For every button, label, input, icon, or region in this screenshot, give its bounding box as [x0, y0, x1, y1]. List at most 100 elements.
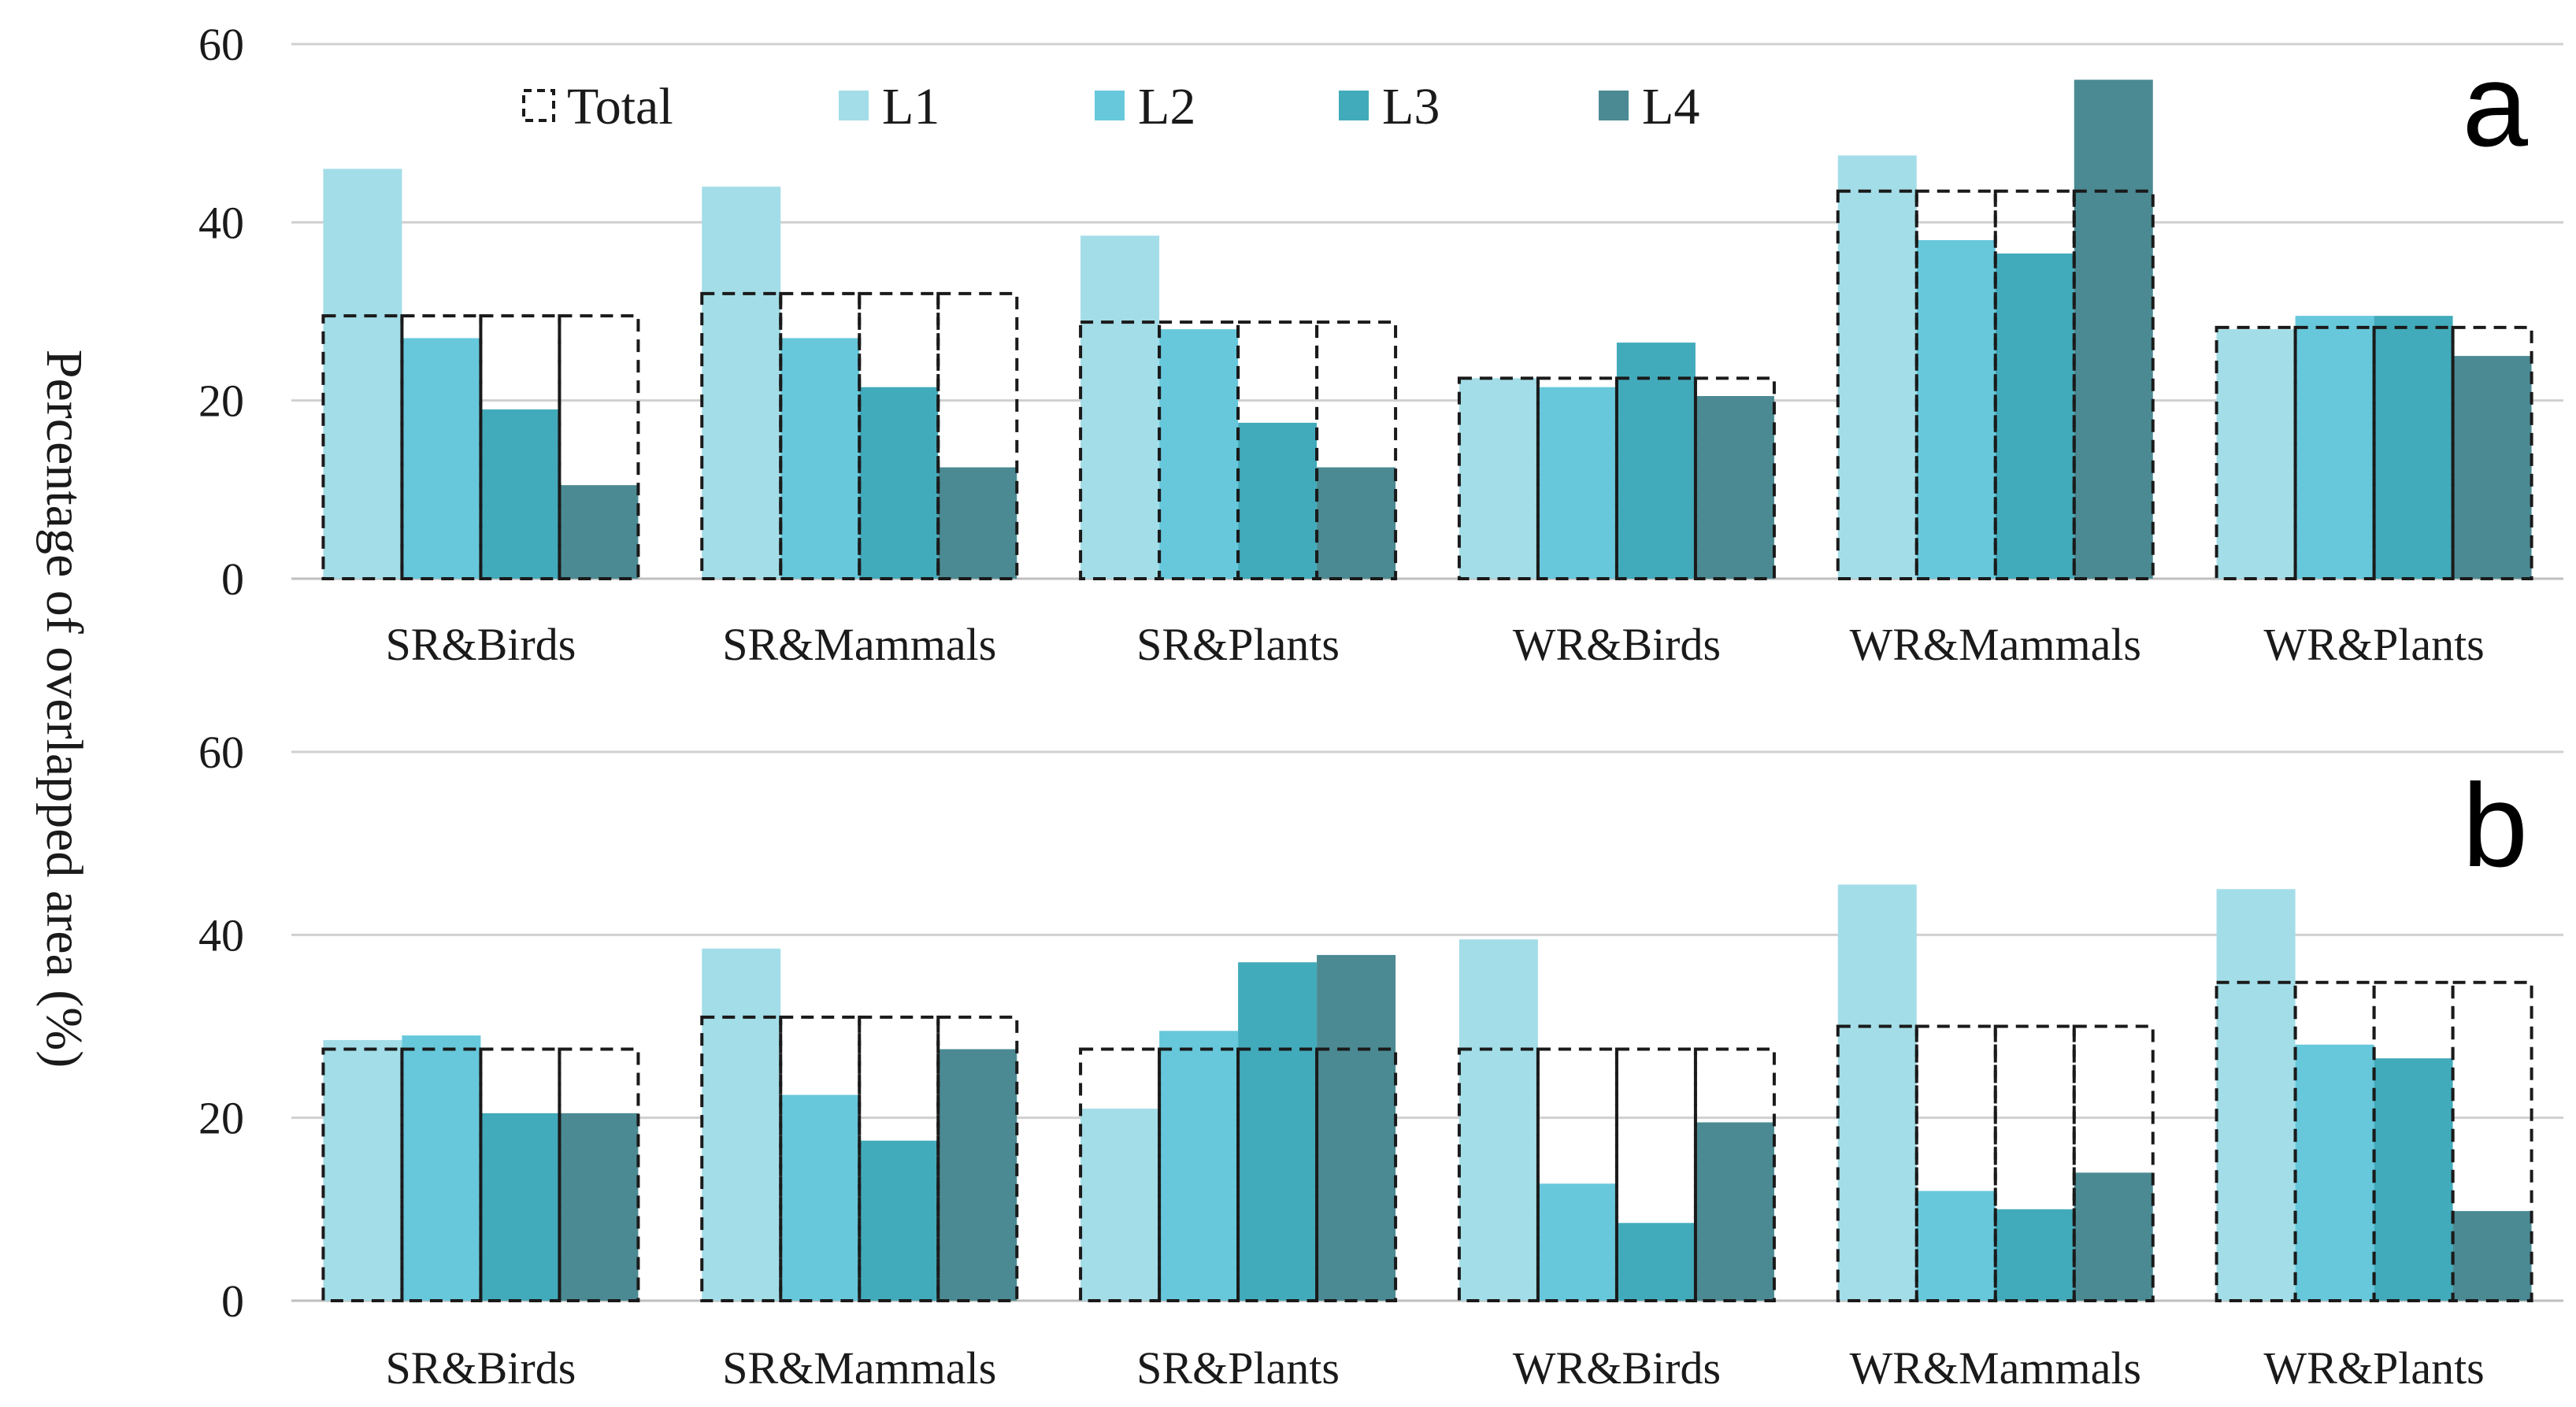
- total-outline-box: [400, 1047, 483, 1302]
- total-outline-box: [1315, 1047, 1398, 1302]
- total-outline-box: [2372, 980, 2455, 1302]
- bar-l1: [1080, 235, 1160, 579]
- bar-l1: [2216, 329, 2296, 579]
- total-outline-box: [1914, 1024, 1997, 1302]
- bar-l1: [323, 1039, 402, 1301]
- y-tick-label: 40: [198, 197, 244, 248]
- bar-l3: [2374, 316, 2453, 579]
- legend-label-l3: L3: [1382, 78, 1440, 135]
- total-outline-box: [858, 1015, 940, 1302]
- bar-l4: [2452, 356, 2532, 579]
- bar-l2: [1916, 1190, 1996, 1301]
- total-outline-box: [2215, 980, 2297, 1302]
- bar-l3: [480, 409, 560, 579]
- bar-l3: [1238, 962, 1318, 1301]
- total-outline-box: [1614, 1047, 1697, 1302]
- x-category-label: SR&Plants: [1136, 619, 1340, 670]
- panel-label-b: b: [2463, 759, 2528, 891]
- x-category-label: SR&Birds: [386, 619, 576, 670]
- total-outline-box: [2072, 1024, 2155, 1302]
- total-outline-box: [1457, 376, 1540, 580]
- x-category-label: SR&Plants: [1136, 1342, 1340, 1394]
- x-category-label: WR&Mammals: [1849, 1342, 2141, 1394]
- bar-l2: [1537, 387, 1617, 579]
- bar-l1: [2216, 889, 2296, 1301]
- total-outline-box: [1836, 1024, 1918, 1302]
- total-outline-box: [779, 1015, 862, 1302]
- bar-l1: [1080, 1109, 1160, 1301]
- bar-l4: [938, 467, 1017, 579]
- total-outline-box: [936, 1015, 1019, 1302]
- legend-swatch-l1: [839, 91, 869, 120]
- total-outline-box: [936, 291, 1019, 580]
- total-outline-box: [558, 314, 640, 580]
- y-tick-label: 0: [221, 554, 244, 605]
- total-outline-box: [1693, 1047, 1776, 1302]
- panel-label-a: a: [2463, 39, 2529, 171]
- bar-l4: [1317, 467, 1396, 579]
- total-outline-box: [2215, 325, 2297, 580]
- bar-l2: [780, 1094, 860, 1301]
- total-outline-box: [1158, 1047, 1240, 1302]
- total-outline-box: [1315, 320, 1398, 580]
- y-tick-label: 60: [198, 19, 244, 70]
- total-outline-box: [1993, 1024, 2076, 1302]
- y-tick-label: 0: [221, 1276, 244, 1327]
- chart-panel-b: 0 20 40 60 SR&Birds SR&Mammals SR&Plants WR&Bir…: [198, 727, 2563, 1394]
- bar-l4: [2452, 1211, 2532, 1301]
- x-category-label: SR&Mammals: [722, 619, 996, 670]
- bar-l4: [1695, 1122, 1774, 1301]
- bar-l2: [1159, 329, 1239, 579]
- total-outline-box: [858, 291, 940, 580]
- bar-l3: [1616, 1223, 1696, 1301]
- x-category-label: WR&Plants: [2263, 1342, 2484, 1394]
- bar-l3: [2374, 1058, 2453, 1301]
- bar-l2: [402, 338, 481, 579]
- x-category-label: SR&Mammals: [722, 1342, 996, 1394]
- bar-l3: [859, 1140, 939, 1301]
- legend-swatch-l3: [1339, 91, 1369, 120]
- legend-swatch-total: [522, 89, 555, 122]
- total-outline-box: [558, 1047, 640, 1302]
- y-tick-label: 20: [198, 376, 244, 427]
- total-outline-box: [2293, 325, 2376, 580]
- x-category-label: SR&Birds: [386, 1342, 576, 1394]
- bar-l3: [859, 387, 939, 579]
- bar-l4: [1317, 954, 1396, 1301]
- total-outline-box: [2451, 325, 2533, 580]
- x-category-label: WR&Mammals: [1849, 619, 2141, 670]
- total-outline-box: [2372, 325, 2455, 580]
- bar-l3: [1995, 253, 2074, 579]
- bar-l3: [1995, 1209, 2074, 1301]
- total-outline-box: [2451, 980, 2533, 1302]
- total-outline-box: [1693, 376, 1776, 580]
- chart-panel-a: 0 20 40 60 SR&Birds SR&Mammals SR&Plants WR&Bir…: [198, 19, 2563, 670]
- total-outline-box: [1079, 1047, 1162, 1302]
- x-category-label: WR&Birds: [1513, 1342, 1721, 1394]
- x-category-label: WR&Birds: [1513, 619, 1721, 670]
- total-outline-box: [1536, 376, 1618, 580]
- y-tick-label: 40: [198, 909, 244, 961]
- total-outline-box: [779, 291, 862, 580]
- bar-l1: [702, 187, 781, 579]
- legend-label-l2: L2: [1138, 78, 1195, 135]
- bar-l3: [1616, 342, 1696, 579]
- legend-label-l1: L1: [882, 78, 940, 135]
- bar-l4: [1695, 396, 1774, 579]
- total-outline-box: [700, 1015, 783, 1302]
- x-category-label: WR&Plants: [2263, 619, 2484, 670]
- bar-l2: [1916, 239, 1996, 579]
- total-outline-box: [2293, 980, 2376, 1302]
- legend-label-total: Total: [567, 78, 673, 135]
- total-outline-box: [1236, 1047, 1319, 1302]
- bar-l1: [1458, 378, 1538, 579]
- total-outline-box: [479, 314, 562, 580]
- bar-l2: [1159, 1031, 1239, 1301]
- bar-l3: [1238, 422, 1318, 579]
- bar-l4: [938, 1049, 1017, 1301]
- bar-l4: [559, 485, 639, 579]
- bar-l2: [1537, 1183, 1617, 1301]
- total-outline-box: [1536, 1047, 1618, 1302]
- bar-l1: [1837, 155, 1917, 579]
